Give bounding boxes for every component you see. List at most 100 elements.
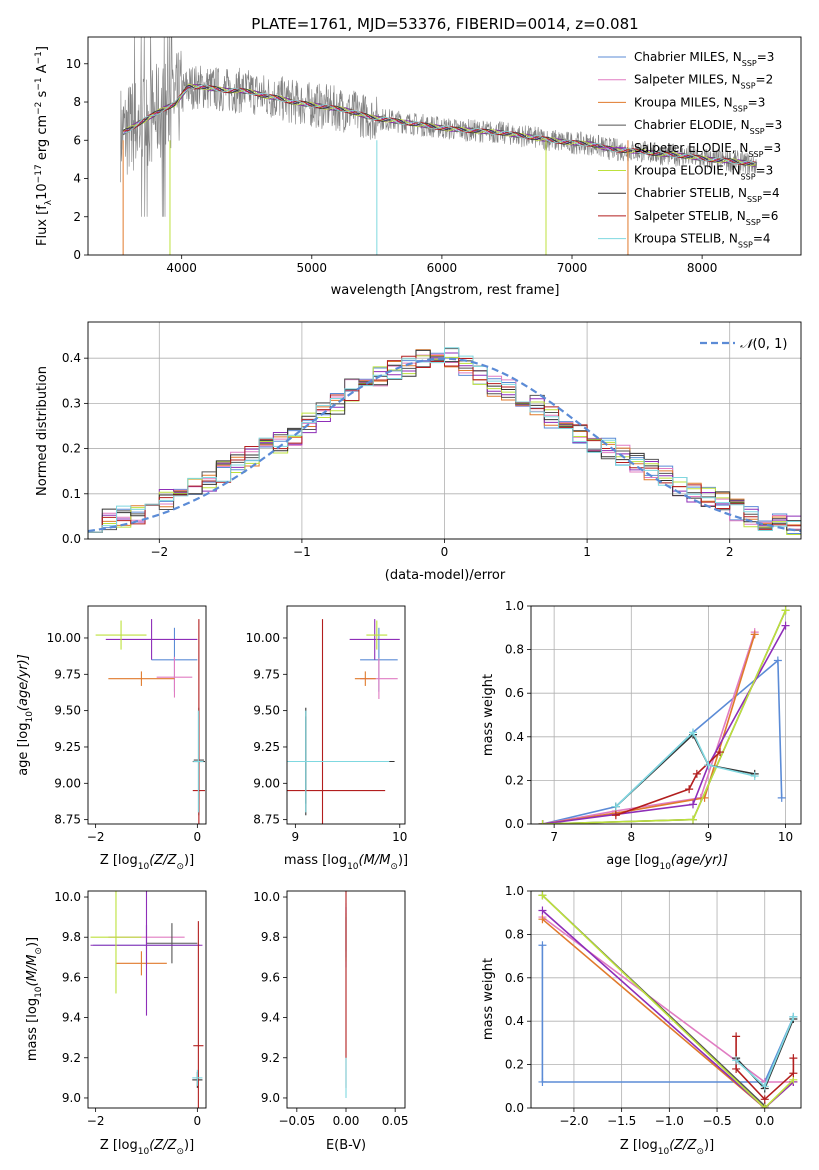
x-tick-label: 6000 xyxy=(427,261,458,275)
x-tick-label: 2 xyxy=(726,545,734,559)
x-tick-label: 1 xyxy=(583,545,591,559)
spectrum-frame xyxy=(87,36,802,256)
weight-marker xyxy=(611,811,620,820)
residuals-frame xyxy=(87,321,802,540)
residuals-marks xyxy=(88,347,801,539)
x-tick-label: 7000 xyxy=(557,261,588,275)
y-tick-label: 1.0 xyxy=(505,884,524,898)
weight-marker xyxy=(781,621,790,630)
legend-label: Chabrier ELODIE, NSSP=3 xyxy=(634,118,782,136)
x-tick-label: −1.5 xyxy=(607,1114,636,1128)
weight-marker xyxy=(538,1077,547,1086)
residuals-ylabel: Normed distribution xyxy=(35,366,50,496)
y-tick-label: 9.50 xyxy=(54,704,81,718)
residuals-axes: −2 −1 0 1 2 0.0 0.1 0.2 0.3 0.4 xyxy=(62,321,802,559)
y-tick-label: 0.4 xyxy=(505,730,524,744)
x-tick-label: −2 xyxy=(87,830,105,844)
y-tick-label: 9.0 xyxy=(261,1091,280,1105)
age-z-ylabel: age [log10(age/yr)] xyxy=(16,654,35,776)
y-tick-label: 1.0 xyxy=(505,599,524,613)
x-tick-label: 9 xyxy=(705,830,713,844)
weight-line xyxy=(541,916,794,1083)
spectrum-axes: 4000 5000 6000 7000 8000 0 2 4 6 8 10 xyxy=(66,36,802,275)
x-tick-label: −2 xyxy=(87,1114,105,1128)
legend-label: Salpeter STELIB, NSSP=6 xyxy=(634,209,778,227)
mass_vs_ebv-axes: −0.05 0.00 0.05 9.0 9.2 9.4 9.6 9.8 10.0 xyxy=(253,890,408,1128)
weight-marker xyxy=(760,1095,769,1104)
x-tick-label: 0.0 xyxy=(755,1114,774,1128)
age_vs_Z-frame xyxy=(87,605,207,825)
x-tick-label: 8 xyxy=(627,830,635,844)
x-tick-label: 7 xyxy=(550,830,558,844)
weight-age-xlabel: age [log10(age/yr)] xyxy=(606,853,728,872)
x-tick-label: 0 xyxy=(194,830,202,844)
legend-label: Salpeter MILES, NSSP=2 xyxy=(634,73,773,91)
weight-marker xyxy=(685,785,694,794)
weight-line xyxy=(541,945,795,1083)
x-tick-label: −1 xyxy=(293,545,311,559)
weight-marker xyxy=(760,1082,769,1091)
weight-z-ylabel: mass weight xyxy=(481,958,496,1040)
weight-marker xyxy=(732,1032,741,1041)
legend-label: Salpeter ELODIE, NSSP=3 xyxy=(634,141,781,159)
weight-marker xyxy=(692,769,701,778)
x-tick-label: 10 xyxy=(778,830,793,844)
y-tick-label: 9.50 xyxy=(253,704,280,718)
y-tick-label: 0.0 xyxy=(505,1101,524,1115)
legend-label: 𝒩(0, 1) xyxy=(740,337,787,352)
y-tick-label: 9.2 xyxy=(261,1051,280,1065)
x-tick-label: 9 xyxy=(292,830,300,844)
weight-marker xyxy=(750,772,759,781)
y-tick-label: 10 xyxy=(66,57,81,71)
y-tick-label: 9.6 xyxy=(261,970,280,984)
age_vs_mass-frame xyxy=(286,605,406,825)
y-tick-label: 10.00 xyxy=(47,631,81,645)
y-tick-label: 6 xyxy=(73,133,81,147)
weight-marker xyxy=(538,941,547,950)
weight-marker xyxy=(538,891,547,900)
weight_vs_age-axes: 7 8 9 10 0.0 0.2 0.4 0.6 0.8 1.0 xyxy=(505,599,802,844)
figure-title: PLATE=1761, MJD=53376, FIBERID=0014, z=0… xyxy=(251,15,638,33)
weight-marker xyxy=(704,761,713,770)
weight-marker xyxy=(732,1056,741,1065)
age_vs_Z-marks xyxy=(95,619,205,824)
mass-z-ylabel: mass [log10(M/M⊙)] xyxy=(25,937,44,1061)
y-tick-label: 9.75 xyxy=(54,667,81,681)
y-tick-label: 9.6 xyxy=(62,970,81,984)
legend-label: Kroupa STELIB, NSSP=4 xyxy=(634,232,771,250)
y-tick-label: 0.2 xyxy=(505,1058,524,1072)
y-tick-label: 9.4 xyxy=(62,1011,81,1025)
y-tick-label: 9.75 xyxy=(253,667,280,681)
y-tick-label: 9.4 xyxy=(261,1011,280,1025)
legend-label: Chabrier MILES, NSSP=3 xyxy=(634,50,774,68)
y-tick-label: 0.0 xyxy=(505,817,524,831)
weight-marker xyxy=(538,820,547,824)
weight-marker xyxy=(789,1069,798,1078)
y-tick-label: 4 xyxy=(73,172,81,186)
y-tick-label: 0.6 xyxy=(505,971,524,985)
x-tick-label: −2.0 xyxy=(559,1114,588,1128)
weight-marker xyxy=(750,630,759,639)
weight-line xyxy=(542,625,787,824)
y-tick-label: 0.3 xyxy=(62,396,81,410)
mass_vs_Z-frame xyxy=(87,890,207,1109)
weight-marker xyxy=(538,906,547,915)
data-spectrum xyxy=(120,37,758,217)
spectrum-legend: Chabrier MILES, NSSP=3 Salpeter MILES, NS… xyxy=(598,50,782,249)
weight_vs_Z-marks xyxy=(538,891,798,1108)
weight-age-ylabel: mass weight xyxy=(481,674,496,756)
age-z-xlabel: Z [log10(Z/Z⊙)] xyxy=(100,853,194,872)
age-mass-xlabel: mass [log10(M/M⊙)] xyxy=(284,853,408,872)
y-tick-label: 9.25 xyxy=(54,740,81,754)
weight-line xyxy=(615,731,755,808)
y-tick-label: 9.25 xyxy=(253,740,280,754)
weight_vs_Z-axes: −2.0 −1.5 −1.0 −0.5 0.0 0.0 0.2 0.4 0.6 0.8 1.0 xyxy=(505,884,802,1128)
y-tick-label: 0.8 xyxy=(505,927,524,941)
x-tick-label: −1.0 xyxy=(655,1114,684,1128)
x-tick-label: 4000 xyxy=(166,261,197,275)
y-tick-label: 0.2 xyxy=(505,773,524,787)
mass_vs_Z-marks xyxy=(90,891,204,1108)
y-tick-label: 0.2 xyxy=(62,442,81,456)
